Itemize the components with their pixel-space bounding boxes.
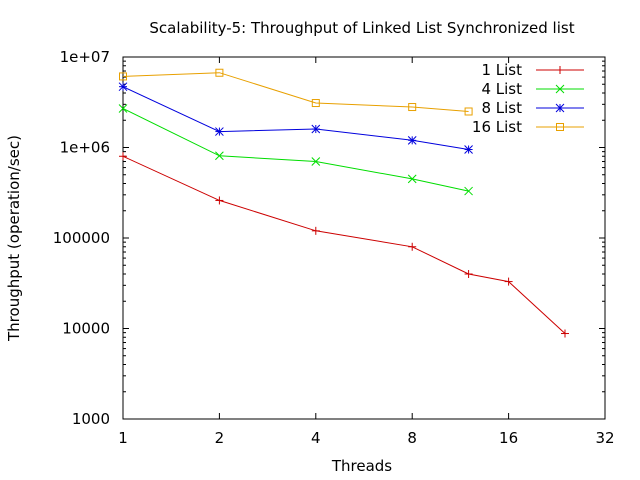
x-axis-label: Threads (331, 457, 392, 475)
x-tick-label: 16 (499, 429, 518, 447)
series-4 (119, 68, 473, 116)
chart-title: Scalability-5: Throughput of Linked List… (149, 19, 574, 37)
x-tick-label: 1 (118, 429, 128, 447)
data-point (215, 196, 224, 205)
legend-marker (555, 84, 565, 94)
y-tick-label: 1000 (72, 410, 110, 428)
x-tick-label: 32 (595, 429, 614, 447)
y-tick-label: 1e+07 (60, 48, 110, 66)
data-point (504, 277, 513, 286)
data-point (311, 99, 320, 108)
data-point (215, 127, 224, 136)
y-tick-label: 100000 (53, 229, 110, 247)
data-point (408, 103, 417, 112)
legend-item: 1 List (481, 61, 584, 79)
data-point (215, 68, 224, 77)
series-line (122, 108, 469, 192)
data-point (464, 186, 473, 196)
series-2 (118, 104, 473, 196)
plot-frame (122, 56, 606, 420)
x-tick-label: 2 (215, 429, 225, 447)
legend-item: 8 List (481, 99, 584, 117)
data-point (407, 174, 417, 184)
x-tick-label: 4 (311, 429, 321, 447)
axis-ticks: 1 2 4 8 16 32 1000 10000 100000 1e+06 1e+07 (53, 48, 615, 447)
y-tick-label: 1e+06 (60, 139, 110, 157)
data-point (560, 329, 569, 338)
data-point (118, 82, 128, 92)
series-3 (118, 82, 473, 154)
data-point (119, 152, 127, 161)
data-point (119, 72, 127, 81)
data-point (407, 135, 417, 145)
series-line (122, 155, 566, 334)
legend-label: 16 List (472, 118, 522, 136)
series-line (122, 72, 469, 112)
data-point (118, 104, 128, 113)
data-point (311, 157, 321, 166)
data-point (311, 226, 320, 235)
series-1 (119, 152, 569, 338)
data-point (311, 124, 321, 134)
data-point (464, 145, 473, 154)
legend-marker (556, 123, 564, 131)
data-point (464, 107, 473, 116)
data-point (464, 270, 473, 279)
data-point (408, 242, 417, 251)
series-line (122, 86, 469, 150)
series-layer (118, 68, 569, 338)
legend-item: 16 List (472, 118, 584, 136)
x-tick-label: 8 (407, 429, 417, 447)
legend-item: 4 List (481, 80, 584, 98)
legend-marker (555, 103, 565, 113)
legend-marker (556, 66, 564, 74)
legend-label: 8 List (481, 99, 522, 117)
y-axis-label: Throughput (operation/sec) (5, 135, 23, 342)
data-point (215, 151, 224, 161)
legend-label: 4 List (481, 80, 522, 98)
legend-label: 1 List (481, 61, 522, 79)
y-tick-label: 10000 (62, 320, 110, 338)
